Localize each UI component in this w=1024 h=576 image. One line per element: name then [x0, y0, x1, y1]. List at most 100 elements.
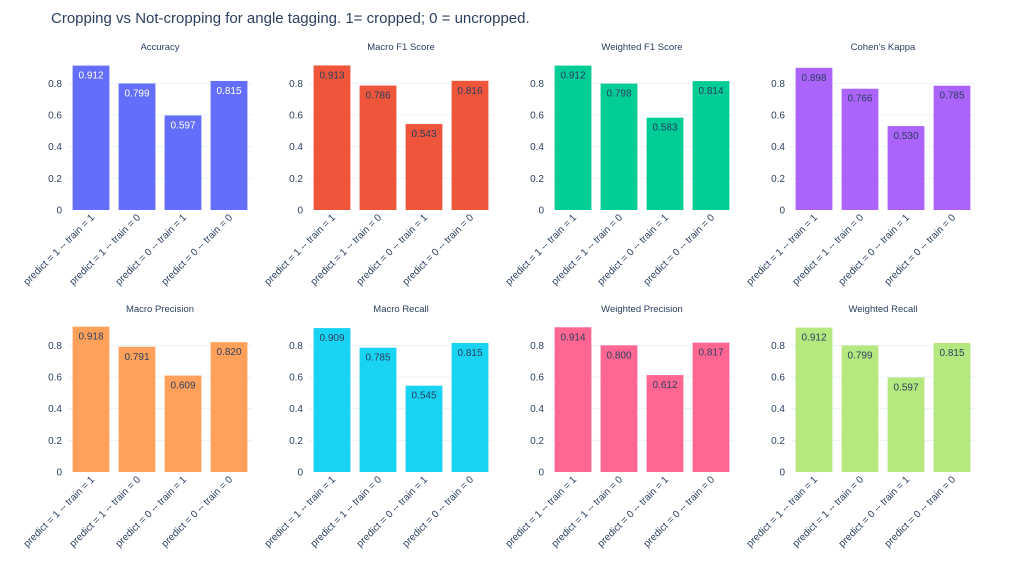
y-tick-label: 0.8	[289, 341, 303, 352]
subplot-weighted-recall: 0 0.2 0.4 0.6 0.8 Weighted Recall 0.912 0.799 0.…	[745, 304, 975, 550]
bar	[118, 346, 156, 472]
bar-value-label: 0.543	[411, 129, 436, 140]
y-tick-label: 0.8	[771, 341, 785, 352]
bar-value-label: 0.914	[560, 332, 585, 343]
y-tick-label: 0.6	[771, 111, 785, 122]
y-tick-label: 0.4	[771, 404, 785, 415]
y-tick-label: 0.4	[530, 142, 544, 153]
bar-value-label: 0.786	[365, 91, 390, 102]
bar-value-label: 0.612	[652, 380, 677, 391]
y-tick-label: 0.2	[289, 436, 303, 447]
y-tick-label: 0.4	[289, 404, 303, 415]
bar-value-label: 0.799	[124, 88, 149, 99]
bar	[405, 124, 443, 210]
subplot-cohen-s-kappa: 0 0.2 0.4 0.6 0.8 Cohen's Kappa 0.898 0.766 0.53…	[745, 42, 975, 288]
bar	[313, 65, 351, 210]
subplot-title: Weighted Precision	[601, 304, 683, 315]
bar-value-label: 0.815	[939, 348, 964, 359]
bar-value-label: 0.583	[652, 123, 677, 134]
bar	[164, 375, 202, 472]
y-tick-label: 0.4	[289, 142, 303, 153]
bar-value-label: 0.898	[801, 73, 826, 84]
bar	[451, 342, 489, 472]
bar	[646, 375, 684, 472]
bar-value-label: 0.912	[801, 333, 826, 344]
bar-value-label: 0.912	[560, 71, 585, 82]
bar	[646, 117, 684, 210]
y-tick-label: 0.6	[771, 373, 785, 384]
subplot-weighted-precision: 0 0.2 0.4 0.6 0.8 Weighted Precision 0.914 0.80…	[504, 304, 734, 550]
y-tick-label: 0.2	[771, 174, 785, 185]
bar	[72, 326, 110, 472]
y-tick-label: 0.6	[289, 111, 303, 122]
bar-value-label: 0.785	[365, 353, 390, 364]
bar	[210, 80, 248, 210]
bar-value-label: 0.799	[847, 350, 872, 361]
y-tick-label: 0	[538, 206, 544, 217]
bar	[841, 345, 879, 472]
bar	[554, 65, 592, 210]
subplot-macro-recall: 0 0.2 0.4 0.6 0.8 Macro Recall 0.909 0.785 0.545…	[263, 304, 493, 550]
y-tick-label: 0.6	[530, 373, 544, 384]
y-tick-label: 0.6	[48, 373, 62, 384]
bar	[72, 65, 110, 210]
bar-value-label: 0.785	[939, 91, 964, 102]
subplot-title: Weighted F1 Score	[601, 42, 682, 53]
bar	[451, 80, 489, 210]
bar-value-label: 0.597	[170, 120, 195, 131]
bar	[600, 83, 638, 210]
y-tick-label: 0.2	[530, 436, 544, 447]
bar-value-label: 0.918	[78, 332, 103, 343]
subplot-title: Accuracy	[140, 42, 179, 53]
bar	[841, 88, 879, 210]
bar-value-label: 0.814	[698, 86, 723, 97]
y-tick-label: 0.4	[48, 404, 62, 415]
bar-value-label: 0.815	[216, 86, 241, 97]
bar-value-label: 0.766	[847, 94, 872, 105]
y-tick-label: 0.6	[530, 111, 544, 122]
bar-value-label: 0.909	[319, 333, 344, 344]
subplot-accuracy: 0 0.2 0.4 0.6 0.8 Accuracy 0.912 0.799 0.597 0.81…	[22, 42, 252, 288]
bar	[118, 83, 156, 210]
bar	[554, 327, 592, 472]
y-tick-label: 0.2	[48, 436, 62, 447]
y-tick-label: 0	[56, 206, 62, 217]
bar	[795, 327, 833, 472]
y-tick-label: 0.2	[771, 436, 785, 447]
bar-value-label: 0.530	[893, 131, 918, 142]
bar	[359, 85, 397, 210]
bar	[210, 342, 248, 472]
y-tick-label: 0	[297, 468, 303, 479]
subplot-title: Macro Recall	[373, 304, 428, 315]
bar-value-label: 0.798	[606, 89, 631, 100]
y-tick-label: 0.8	[771, 79, 785, 90]
chart-title: Cropping vs Not-cropping for angle taggi…	[51, 10, 530, 27]
bar	[887, 377, 925, 472]
y-tick-label: 0.8	[48, 79, 62, 90]
y-tick-label: 0	[538, 468, 544, 479]
bar-value-label: 0.816	[457, 86, 482, 97]
subplot-title: Cohen's Kappa	[851, 42, 916, 53]
y-tick-label: 0.8	[289, 79, 303, 90]
bar-value-label: 0.791	[124, 352, 149, 363]
bar	[313, 328, 351, 472]
bar-value-label: 0.912	[78, 71, 103, 82]
subplot-title: Macro F1 Score	[367, 42, 435, 53]
bar	[933, 85, 971, 210]
bar-value-label: 0.597	[893, 382, 918, 393]
y-tick-label: 0.2	[289, 174, 303, 185]
bar	[359, 347, 397, 472]
bar-value-label: 0.820	[216, 347, 241, 358]
y-tick-label: 0.6	[48, 111, 62, 122]
bar	[887, 126, 925, 210]
y-tick-label: 0	[779, 468, 785, 479]
bar	[164, 115, 202, 210]
y-tick-label: 0	[779, 206, 785, 217]
bar	[692, 81, 730, 210]
y-tick-label: 0.2	[530, 174, 544, 185]
y-tick-label: 0.8	[48, 341, 62, 352]
bar	[405, 385, 443, 472]
bar	[600, 345, 638, 472]
y-tick-label: 0.4	[530, 404, 544, 415]
